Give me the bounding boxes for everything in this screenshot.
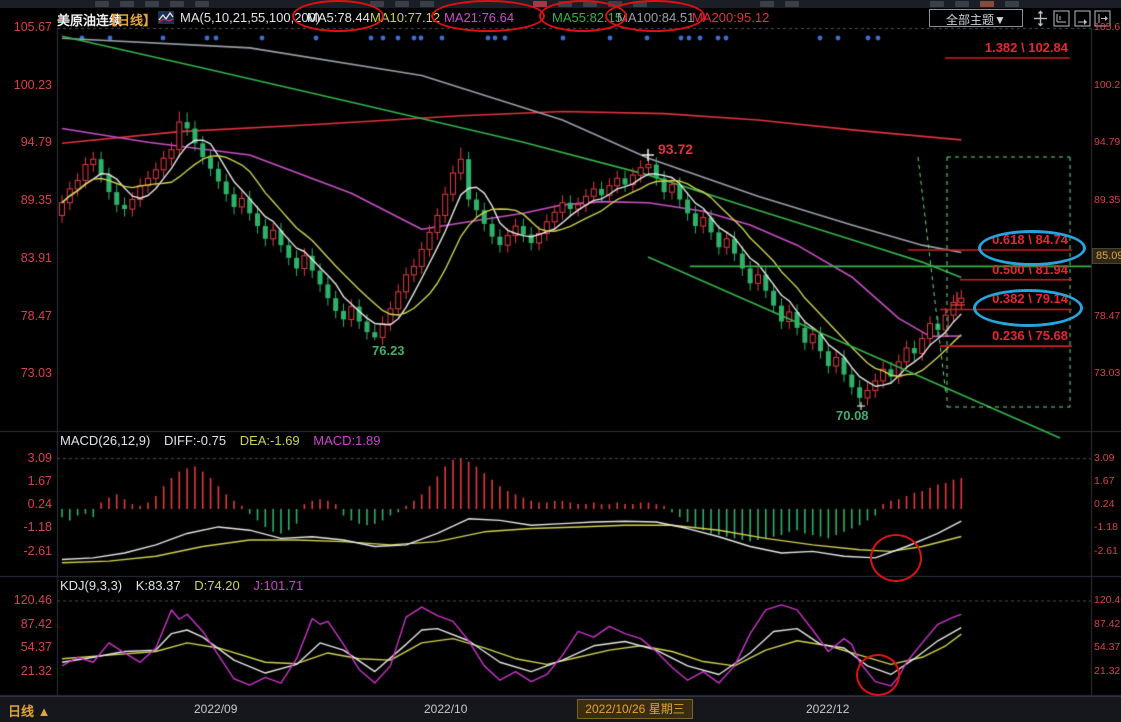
- price-marker-label: 70.08: [836, 408, 869, 423]
- price-tick-left: 83.91: [20, 250, 52, 265]
- fit-y-axis-icon[interactable]: [1053, 10, 1070, 27]
- toolbar-button-clipped[interactable]: [760, 1, 774, 7]
- macd-formula: MACD(26,12,9): [60, 433, 151, 448]
- kdj-tick-left: 54.37: [20, 640, 52, 655]
- toolbar-button-clipped[interactable]: [955, 1, 969, 7]
- kdj-k-value: K:83.37: [135, 578, 181, 593]
- macd-tick-left: -1.18: [23, 520, 53, 535]
- toolbar-button-clipped[interactable]: [395, 1, 409, 7]
- price-tick-left: 105.67: [13, 20, 52, 34]
- price-marker-label: 76.23: [372, 343, 405, 358]
- theme-selector-button[interactable]: 全部主题▼: [929, 9, 1023, 27]
- macd-tick-right: 1.67: [1094, 474, 1115, 487]
- blue-circle-annotation: [978, 230, 1086, 266]
- macd-tick-right: -2.61: [1094, 544, 1118, 557]
- kdj-j-value: J:101.71: [253, 578, 304, 593]
- ma200-value: MA200:95.12: [692, 10, 770, 25]
- toolbar-button-clipped[interactable]: [195, 1, 209, 7]
- toolbar-button-clipped[interactable]: [930, 1, 944, 7]
- period-tag: 【日线】: [104, 13, 157, 28]
- move-tool-icon[interactable]: [1032, 10, 1049, 27]
- macd-tick-right: -1.18: [1094, 521, 1118, 534]
- time-axis-label: 2022/12: [806, 702, 850, 716]
- macd-tick-right: 3.09: [1094, 451, 1115, 464]
- period-selector[interactable]: 日线 ▲: [8, 704, 51, 719]
- crosshair-date-label: 2022/10/26 星期三: [577, 699, 693, 719]
- last-price-tag: 85.09: [1092, 248, 1121, 264]
- kdj-tick-right: 21.32: [1094, 665, 1121, 678]
- toolbar-button-clipped[interactable]: [170, 1, 184, 7]
- red-circle-annotation: [431, 0, 545, 32]
- toolbar-button-clipped[interactable]: [145, 1, 159, 7]
- kdj-tick-left: 21.32: [20, 664, 52, 679]
- red-circle-annotation: [870, 534, 922, 582]
- fib-level-label: 0.500 \ 81.94: [992, 261, 1068, 277]
- fit-x-axis-icon[interactable]: [1074, 10, 1091, 27]
- toolbar-button-clipped[interactable]: [980, 1, 994, 7]
- blue-circle-annotation: [973, 289, 1083, 327]
- kdj-tick-right: 120.46: [1094, 594, 1121, 606]
- price-marker-label: 93.72: [658, 141, 694, 157]
- price-tick-right: 94.79: [1094, 136, 1121, 149]
- toolbar-button-clipped[interactable]: [1005, 1, 1019, 7]
- pan-right-icon[interactable]: [1094, 10, 1111, 27]
- fib-level-label: 0.236 \ 75.68: [992, 328, 1068, 344]
- price-tick-right: 73.03: [1094, 367, 1121, 380]
- time-axis: 日线 ▲ 2022/09 2022/10 2022/12 2022/10/26 星期三: [0, 696, 1121, 722]
- toolbar-button-clipped[interactable]: [95, 1, 109, 7]
- macd-diff-value: DIFF:-0.75: [163, 433, 227, 448]
- toolbar-button-clipped[interactable]: [533, 1, 547, 7]
- toolbar-button-clipped[interactable]: [120, 1, 134, 7]
- macd-indicator-header: MACD(26,12,9) DIFF:-0.75 DEA:-1.69 MACD:…: [60, 433, 391, 448]
- kdj-d-value: D:74.20: [194, 578, 240, 593]
- kdj-indicator-header: KDJ(9,3,3) K:83.37 D:74.20 J:101.71: [60, 578, 313, 593]
- macd-tick-left: -2.61: [23, 543, 53, 558]
- kdj-formula: KDJ(9,3,3): [60, 578, 123, 593]
- price-tick-right: 78.47: [1094, 309, 1121, 322]
- instrument-title: 美原油连续: [57, 13, 123, 28]
- macd-tick-left: 0.24: [27, 497, 52, 512]
- price-tick-left: 100.23: [13, 77, 52, 92]
- price-tick-right: 89.35: [1094, 194, 1121, 207]
- kdj-tick-left: 120.46: [13, 593, 52, 607]
- macd-tick-left: 3.09: [27, 450, 52, 465]
- price-tick-left: 89.35: [20, 193, 52, 208]
- ma-formula: MA(5,10,21,55,100,200): [180, 10, 321, 25]
- ma10-value: MA10:77.12: [370, 10, 441, 25]
- price-tick-left: 73.03: [20, 366, 52, 381]
- toolbar-button-clipped[interactable]: [370, 1, 384, 7]
- price-tick-left: 94.79: [20, 135, 52, 150]
- red-circle-annotation: [856, 654, 900, 696]
- red-circle-annotation: [292, 0, 384, 32]
- macd-dea-value: DEA:-1.69: [239, 433, 300, 448]
- price-tick-left: 78.47: [20, 308, 52, 323]
- price-tick-right: 100.23: [1094, 78, 1121, 91]
- toolbar-button-clipped[interactable]: [420, 1, 434, 7]
- kdj-tick-right: 54.37: [1094, 641, 1121, 654]
- time-axis-label: 2022/10: [424, 702, 468, 716]
- price-tick-right: 105.67: [1094, 21, 1121, 33]
- chart-type-icon[interactable]: [158, 11, 174, 27]
- toolbar-button-clipped[interactable]: [608, 1, 622, 7]
- kdj-tick-left: 87.42: [20, 616, 52, 631]
- fib-level-label: 1.382 \ 102.84: [984, 40, 1068, 56]
- macd-tick-right: 0.24: [1094, 498, 1115, 511]
- macd-macd-value: MACD:1.89: [313, 433, 381, 448]
- time-axis-label: 2022/09: [194, 702, 238, 716]
- toolbar-button-clipped[interactable]: [785, 1, 799, 7]
- red-circle-annotation: [605, 0, 705, 32]
- macd-tick-left: 1.67: [27, 473, 52, 488]
- kdj-tick-right: 87.42: [1094, 617, 1121, 630]
